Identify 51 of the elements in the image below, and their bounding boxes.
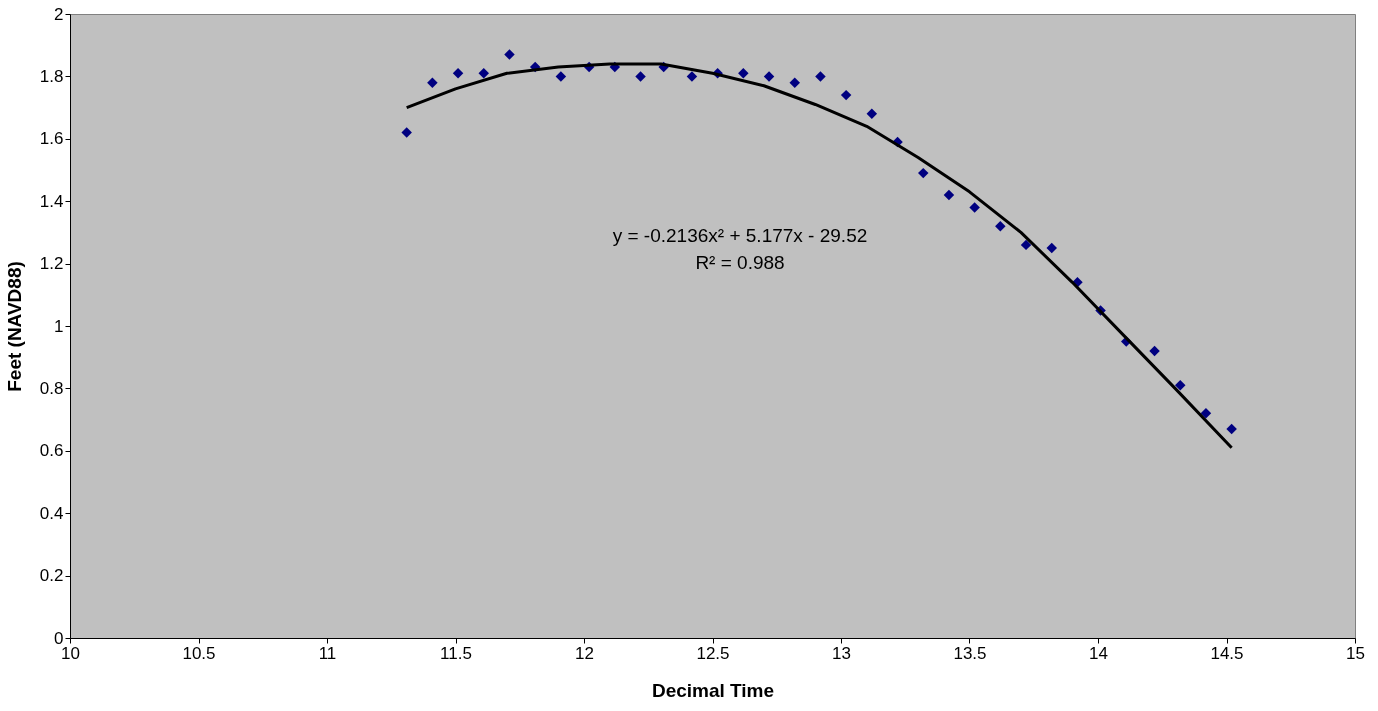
point <box>866 108 878 120</box>
y-axis-title: Feet (NAVD88) <box>3 261 25 392</box>
y-tick-label: 1.6 <box>39 129 64 149</box>
point <box>427 77 438 88</box>
y-tick-label: 1.2 <box>39 254 64 274</box>
point <box>686 71 698 82</box>
point <box>1200 408 1212 419</box>
x-tick-label: 10 <box>61 643 80 663</box>
point <box>918 167 929 179</box>
x-tick-label: 12 <box>575 643 594 663</box>
point <box>815 71 826 82</box>
point <box>969 202 980 213</box>
x-tick-label: 13 <box>832 643 851 663</box>
y-tick-label: 0 <box>54 628 64 648</box>
point <box>504 49 515 60</box>
point <box>995 220 1006 232</box>
y-tick-label: 0.6 <box>39 441 64 461</box>
point <box>1149 345 1160 357</box>
y-tick-label: 0.4 <box>39 503 64 523</box>
x-tick-label: 13.5 <box>953 643 987 663</box>
point <box>555 71 567 82</box>
x-tick-label: 10.5 <box>182 643 216 663</box>
y-tick-label: 1.4 <box>39 191 64 211</box>
x-tick-label: 11.5 <box>440 643 472 663</box>
y-tick-label: 1 <box>54 316 64 336</box>
point <box>452 68 464 79</box>
point <box>1226 423 1237 435</box>
x-tick-label: 11 <box>318 643 337 663</box>
point <box>763 71 775 82</box>
annotation: y = -0.2136x² + 5.177x - 29.52 <box>612 225 868 246</box>
x-tick-label: 14 <box>1089 643 1108 663</box>
point <box>1020 239 1032 251</box>
y-tick-label: 0.2 <box>39 566 64 586</box>
point <box>401 127 412 138</box>
annotation: R² = 0.988 <box>695 252 785 273</box>
point <box>943 189 955 201</box>
line-series <box>405 62 1234 450</box>
point <box>1046 242 1057 254</box>
point <box>738 68 749 79</box>
y-tick-label: 0.8 <box>39 378 64 398</box>
point <box>840 89 852 101</box>
y-tick-label: 1.8 <box>39 66 64 86</box>
point <box>1175 380 1186 391</box>
x-tick-label: 12.5 <box>696 643 730 663</box>
x-tick-label: 15 <box>1346 643 1365 663</box>
y-tick-label: 2 <box>54 4 64 24</box>
point <box>635 71 646 82</box>
x-axis-title: Decimal Time <box>651 679 775 701</box>
point <box>789 77 800 88</box>
point <box>478 68 490 79</box>
x-tick-label: 14.5 <box>1210 643 1244 663</box>
